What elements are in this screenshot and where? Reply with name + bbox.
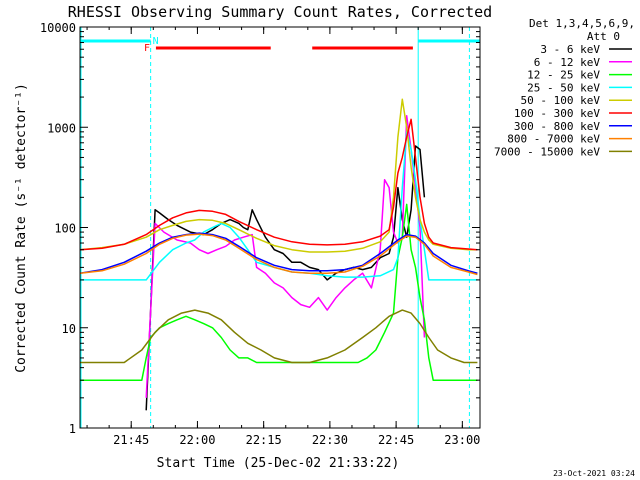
series-line-100to300kevkev (79, 118, 478, 251)
x-tick-label: 22:00 (179, 433, 215, 447)
legend-entry-label: 7000 - 15000 keV (494, 145, 600, 158)
x-tick-label: 22:45 (378, 433, 414, 447)
flare-flag-label: F (144, 43, 150, 54)
legend-entry-label: 50 - 100 keV (521, 94, 601, 107)
y-tick-label: 100 (54, 222, 76, 236)
x-tick-label: 22:15 (246, 433, 282, 447)
chart-title: RHESSI Observing Summary Count Rates, Co… (68, 3, 492, 21)
legend-header-line-2: Att 0 (587, 30, 620, 43)
series-line-50to100kevkev (79, 98, 478, 253)
x-tick-label: 23:00 (444, 433, 480, 447)
legend-entry-label: 800 - 7000 keV (507, 133, 600, 146)
series-line-6to12kevkev (145, 115, 426, 398)
series-line-300to800kevkev (79, 232, 478, 274)
legend-entry-label: 12 - 25 keV (527, 69, 600, 82)
y-tick-label: 1000 (47, 121, 76, 135)
series-line-7000to15000kevkev (80, 309, 478, 364)
series-line-3to6kevkev (145, 145, 426, 411)
y-tick-label: 10000 (40, 21, 76, 35)
y-tick-label: 1 (69, 422, 76, 436)
x-tick-label: 22:30 (312, 433, 348, 447)
y-tick-label: 10 (62, 322, 76, 336)
legend-entry-label: 25 - 50 keV (527, 81, 600, 94)
generated-timestamp: 23-Oct-2021 03:24 (553, 469, 635, 478)
series-line-800to7000kevkev (79, 233, 478, 276)
legend-entry-label: 100 - 300 keV (514, 107, 600, 120)
x-axis-label: Start Time (25-Dec-02 21:33:22) (157, 456, 400, 471)
y-axis-label: Corrected Count Rate (s⁻¹ detector⁻¹) (14, 83, 29, 373)
night-flag-label: N (153, 36, 159, 47)
legend-entry-label: 6 - 12 keV (534, 56, 601, 69)
legend-entry-label: 300 - 800 keV (514, 120, 600, 133)
legend-header-line-1: Det 1,3,4,5,6,9, (529, 17, 635, 30)
legend-entry-label: 3 - 6 keV (540, 43, 600, 56)
x-tick-label: 21:45 (113, 433, 149, 447)
